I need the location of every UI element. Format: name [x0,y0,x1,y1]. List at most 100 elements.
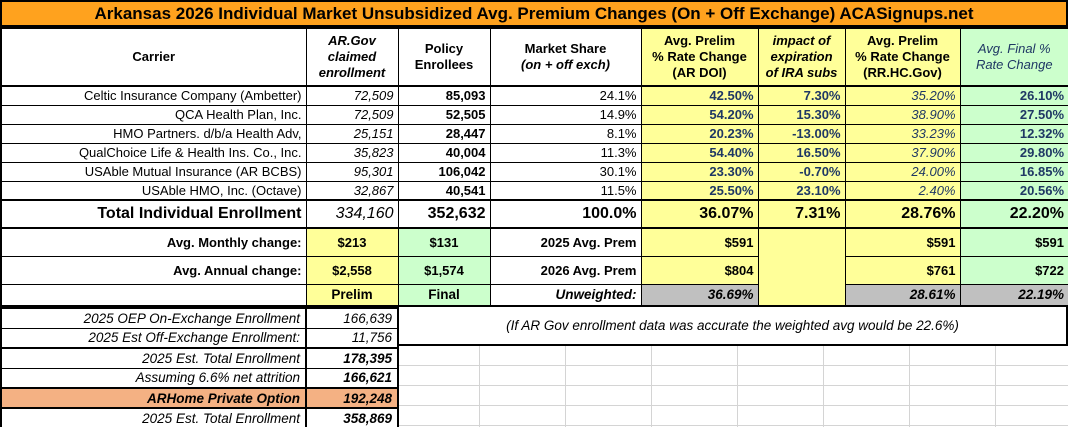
bottom-row: 2025 OEP On-Exchange Enrollment 166,639 [0,307,399,329]
prem-2025-doi-cell: $591 [640,227,759,257]
bottom-row-label: 2025 Est Off-Exchange Enrollment: [0,327,307,349]
prelim-doi-cell: 42.50% [640,85,759,106]
market-share-cell: 11.5% [489,180,642,201]
total-ira-impact-cell: 7.31% [757,199,846,229]
prelim-rrhc-cell: 37.90% [844,142,961,163]
prem-2025-final-cell: $591 [959,227,1068,257]
bottom-row: Assuming 6.6% net attrition 166,621 [0,367,399,389]
argov-enrollment-cell: 35,823 [305,142,399,163]
final-rate-cell: 12.32% [959,123,1068,144]
final-rate-cell: 27.50% [959,104,1068,125]
carrier-row: QualChoice Life & Health Ins. Co., Inc. … [0,142,1068,163]
col-header-carrier: Carrier [0,27,307,87]
bottom-row: 2025 Est Off-Exchange Enrollment: 11,756 [0,327,399,349]
ira-impact-cell: 23.10% [757,180,846,201]
bottom-right-area: (If AR Gov enrollment data was accurate … [399,307,1068,427]
carrier-name-cell: USAble HMO, Inc. (Octave) [0,180,307,201]
bottom-row: 2025 Est. Total Enrollment 178,395 [0,347,399,369]
bottom-row-label: 2025 Est. Total Enrollment [0,407,307,427]
total-row: Total Individual Enrollment 334,160 352,… [0,199,1068,229]
carrier-name-cell: HMO Partners. d/b/a Health Adv, [0,123,307,144]
carrier-name-cell: Celtic Insurance Company (Ambetter) [0,85,307,106]
col-header-prelim-rrhcgov: Avg. Prelim % Rate Change (RR.HC.Gov) [844,27,961,87]
prelim-rrhc-cell: 35.20% [844,85,961,106]
arhome-row: ARHome Private Option 192,248 [0,387,399,409]
argov-enrollment-cell: 72,509 [305,104,399,125]
sheet-title: Arkansas 2026 Individual Market Unsubsid… [0,0,1068,27]
unweighted-doi-cell: 36.69% [640,283,759,307]
prelim-chip: Prelim [305,283,399,307]
ira-impact-cell: 7.30% [757,85,846,106]
prelim-rrhc-cell: 38.90% [844,104,961,125]
final-chip: Final [397,283,491,307]
policy-enrollees-cell: 40,541 [397,180,491,201]
carrier-name-cell: USAble Mutual Insurance (AR BCBS) [0,161,307,182]
prem-2026-final-cell: $722 [959,255,1068,285]
carrier-name-cell: QCA Health Plan, Inc. [0,104,307,125]
prem-2026-doi-cell: $804 [640,255,759,285]
prem-2026-rrhc-cell: $761 [844,255,961,285]
prelim-rrhc-cell: 33.23% [844,123,961,144]
col-header-argov-enrollment: AR.Gov claimed enrollment [305,27,399,87]
policy-enrollees-cell: 28,447 [397,123,491,144]
argov-enrollment-cell: 25,151 [305,123,399,144]
final-rate-cell: 16.85% [959,161,1068,182]
ira-merged-cell [757,227,846,307]
policy-enrollees-cell: 85,093 [397,85,491,106]
avg-monthly-label: Avg. Monthly change: [0,227,307,257]
final-rate-cell: 26.10% [959,85,1068,106]
bottom-row-value: 166,621 [305,367,399,389]
bottom-row-value: 192,248 [305,387,399,409]
premium-table: Carrier AR.Gov claimed enrollment Policy… [0,27,1068,307]
market-share-sublabel: (on + off exch) [521,57,610,72]
unweighted-label: Unweighted: [489,283,642,307]
total-label: Total Individual Enrollment [0,199,307,229]
prem-2025-label: 2025 Avg. Prem [489,227,642,257]
unweighted-final-cell: 22.19% [959,283,1068,307]
argov-enrollment-cell: 95,301 [305,161,399,182]
market-share-cell: 14.9% [489,104,642,125]
market-share-cell: 8.1% [489,123,642,144]
carrier-row: Celtic Insurance Company (Ambetter) 72,5… [0,85,1068,106]
total-prelim-rrhc-cell: 28.76% [844,199,961,229]
total-policy-cell: 352,632 [397,199,491,229]
prelim-doi-cell: 25.50% [640,180,759,201]
policy-enrollees-cell: 106,042 [397,161,491,182]
market-share-cell: 24.1% [489,85,642,106]
final-rate-cell: 20.56% [959,180,1068,201]
carrier-name-cell: QualChoice Life & Health Ins. Co., Inc. [0,142,307,163]
bottom-row-label: Assuming 6.6% net attrition [0,367,307,389]
prelim-doi-cell: 20.23% [640,123,759,144]
bottom-row-label: ARHome Private Option [0,387,307,409]
carrier-row: HMO Partners. d/b/a Health Adv, 25,151 2… [0,123,1068,144]
policy-enrollees-cell: 52,505 [397,104,491,125]
avg-annual-row: Avg. Annual change: $2,558 $1,574 2026 A… [0,255,1068,285]
prem-2025-rrhc-cell: $591 [844,227,961,257]
avg-annual-label: Avg. Annual change: [0,255,307,285]
prelim-doi-cell: 54.40% [640,142,759,163]
monthly-final-cell: $131 [397,227,491,257]
carrier-row: USAble Mutual Insurance (AR BCBS) 95,301… [0,161,1068,182]
argov-enrollment-cell: 32,867 [305,180,399,201]
market-share-label: Market Share [524,41,607,57]
bottom-row: 2025 Est. Total Enrollment 358,869 [0,407,399,427]
ira-impact-cell: 15.30% [757,104,846,125]
prelim-rrhc-cell: 24.00% [844,161,961,182]
total-argov-cell: 334,160 [305,199,399,229]
annual-final-cell: $1,574 [397,255,491,285]
market-share-cell: 11.3% [489,142,642,163]
col-header-ira-impact: impact of expiration of IRA subs [757,27,846,87]
prelim-doi-cell: 54.20% [640,104,759,125]
market-share-cell: 30.1% [489,161,642,182]
prem-2026-label: 2026 Avg. Prem [489,255,642,285]
prelim-rrhc-cell: 2.40% [844,180,961,201]
monthly-prelim-cell: $213 [305,227,399,257]
col-header-market-share: Market Share (on + off exch) [489,27,642,87]
unweighted-rrhc-cell: 28.61% [844,283,961,307]
ira-impact-cell: -0.70% [757,161,846,182]
total-prelim-doi-cell: 36.07% [640,199,759,229]
bottom-row-value: 166,639 [305,307,399,329]
col-header-final-rate: Avg. Final % Rate Change [959,27,1068,87]
bottom-row-label: 2025 Est. Total Enrollment [0,347,307,369]
